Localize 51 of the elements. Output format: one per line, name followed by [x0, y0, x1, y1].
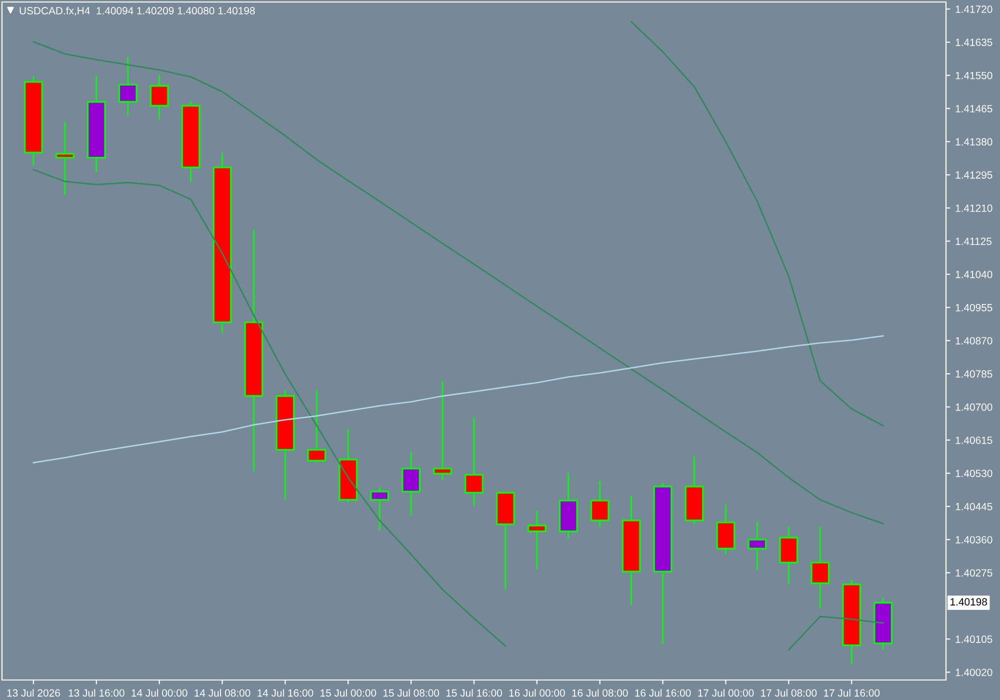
y-tick-label: 1.40360: [956, 536, 992, 544]
candlestick: [150, 75, 169, 120]
y-tick-label: 1.40700: [956, 403, 992, 411]
x-tick-label: 14 Jul 00:00: [132, 689, 188, 697]
text: 1.40198: [950, 598, 987, 606]
y-tick-label: 1.40020: [956, 668, 992, 676]
candlestick: [402, 452, 421, 516]
y-tick-label: 1.40615: [956, 436, 992, 444]
x-tick-label: 15 Jul 00:00: [320, 689, 376, 697]
line-series: [32, 335, 884, 464]
x-tick-label: 13 Jul 2026: [7, 689, 60, 697]
candlestick: [810, 526, 830, 608]
x-tick-label: 13 Jul 16:00: [68, 689, 124, 697]
y-tick-label: 1.40870: [956, 337, 992, 344]
x-tick-label: 15 Jul 08:00: [383, 689, 440, 697]
y-tick-label: 1.41380: [956, 138, 992, 146]
y-tick-label: 1.41295: [956, 171, 992, 179]
candlestick: [590, 481, 610, 528]
x-tick-label: 17 Jul 16:00: [824, 689, 880, 697]
y-tick-label: 1.40530: [956, 470, 992, 478]
candlestick: [527, 510, 546, 570]
line-series: [630, 21, 884, 426]
y-tick-label: 1.41720: [956, 6, 992, 13]
candlestick: [370, 486, 390, 530]
x-tick-label: 16 Jul 00:00: [509, 689, 565, 697]
candlestick: [55, 122, 74, 196]
y-tick-label: 1.41635: [956, 38, 992, 46]
candlestick: [433, 381, 452, 480]
x-tick-label: 16 Jul 16:00: [635, 689, 691, 697]
y-tick-label: 1.41040: [956, 270, 992, 278]
x-tick-label: 14 Jul 08:00: [194, 689, 250, 697]
y-tick-label: 1.40105: [956, 636, 992, 643]
line-series: [32, 41, 884, 524]
candlestick: [748, 522, 767, 570]
x-tick-label: 15 Jul 16:00: [446, 689, 502, 697]
y-tick-label: 1.41210: [956, 204, 992, 212]
y-tick-label: 1.40785: [956, 370, 992, 378]
y-tick-label: 1.40955: [956, 304, 992, 312]
y-tick-label: 1.40275: [956, 569, 992, 577]
y-tick-label: 1.41550: [956, 72, 992, 80]
y-tick-label: 1.40445: [956, 502, 992, 510]
candlestick: [464, 418, 484, 506]
candlestick: [307, 390, 326, 462]
x-tick-label: 17 Jul 00:00: [698, 689, 754, 697]
candlestick: [118, 57, 138, 116]
chart-title: USDCAD.fx,H4 1.40094 1.40209 1.40080 1.40198: [20, 6, 255, 16]
x-tick-label: 14 Jul 16:00: [258, 689, 314, 697]
y-tick-label: 1.41125: [956, 238, 992, 246]
x-tick-label: 17 Jul 08:00: [761, 689, 817, 697]
x-tick-label: 16 Jul 08:00: [572, 689, 628, 697]
y-tick-label: 1.41465: [956, 105, 992, 112]
